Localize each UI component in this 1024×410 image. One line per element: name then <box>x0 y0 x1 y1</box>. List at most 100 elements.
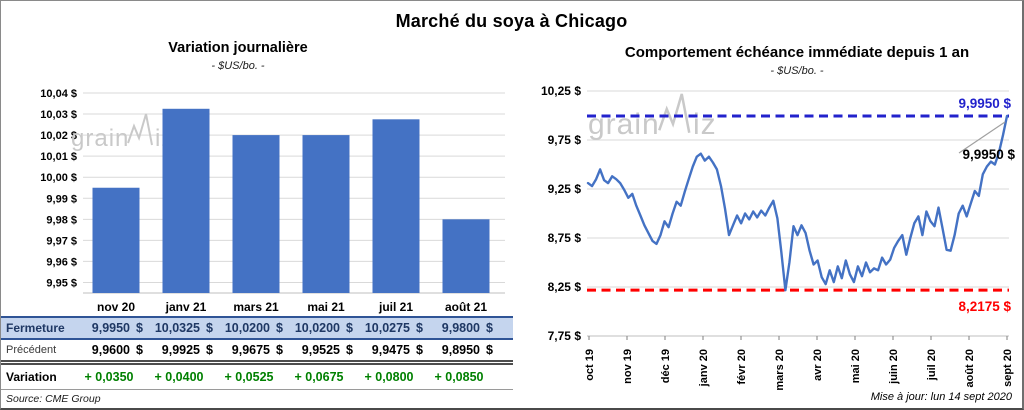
y-axis-label: 10,04 $ <box>40 88 77 100</box>
price-cell: 9,9675 $ <box>221 343 291 357</box>
y-axis-label: 10,00 $ <box>40 172 77 184</box>
table-row-variation: Variation + 0,0350 + 0,0400 + 0,0525 + 0,067… <box>1 365 513 390</box>
bar-mai-21 <box>302 135 350 293</box>
price-cell: 9,9525 $ <box>291 343 361 357</box>
price-value: 10,0325 <box>154 321 200 335</box>
price-cell: 9,9800 $ <box>431 321 501 335</box>
currency-symbol: $ <box>206 343 213 357</box>
currency-symbol: $ <box>486 321 493 335</box>
y-axis-label: 9,96 $ <box>46 256 77 268</box>
price-table: nov 20 janv 21 mars 21 mai 21 juil 21 août 21… <box>1 297 513 390</box>
x-axis-label: déc 19 <box>660 349 672 383</box>
price-cell: 10,0200 $ <box>291 321 361 335</box>
bar-juil-21 <box>372 119 420 293</box>
variation-cell: + 0,0525 <box>224 370 274 384</box>
line-chart-subtitle: - $US/bo. - <box>770 65 824 77</box>
x-axis-label: janv 20 <box>698 349 710 387</box>
bar-chart-subtitle: - $US/bo. - <box>211 60 265 72</box>
currency-symbol: $ <box>276 343 283 357</box>
price-value: 9,9925 <box>161 343 200 357</box>
y-axis-label: 9,95 $ <box>46 277 77 289</box>
currency-symbol: $ <box>136 321 143 335</box>
line-chart: 10,25 $ 9,75 $ 9,25 $ 8,75 $ 8,25 $ 7,75 $ gra… <box>541 84 1016 391</box>
y-axis-label: 8,75 $ <box>548 231 582 245</box>
variation-cell: + 0,0400 <box>154 370 204 384</box>
column-header: août 21 <box>444 299 487 314</box>
price-value: 10,0200 <box>224 321 270 335</box>
price-value: 9,9600 <box>91 343 130 357</box>
column-header: juil 21 <box>378 299 413 314</box>
price-value: 10,0200 <box>294 321 340 335</box>
price-cell: 9,9950 $ <box>81 321 151 335</box>
y-axis-label: 10,25 $ <box>541 84 581 98</box>
y-axis-label: 10,01 $ <box>40 151 77 163</box>
y-axis-label: 8,25 $ <box>548 280 582 294</box>
grainwiz-watermark: grain <box>71 125 129 152</box>
y-axis-label: 9,99 $ <box>46 193 77 205</box>
bar-mars-21 <box>232 135 280 293</box>
x-axis-label: avr 20 <box>812 349 824 381</box>
price-value: 9,9525 <box>301 343 340 357</box>
price-cell: 10,0200 $ <box>221 321 291 335</box>
price-cell: 9,8950 $ <box>431 343 501 357</box>
variation-cell: + 0,0675 <box>294 370 344 384</box>
row-label: Précédent <box>6 344 57 356</box>
min-line-label: 8,2175 $ <box>958 299 1011 314</box>
price-value: 9,9475 <box>371 343 410 357</box>
y-axis-label: 7,75 $ <box>548 329 582 343</box>
currency-symbol: $ <box>416 343 423 357</box>
line-chart-title: Comportement échéance immédiate depuis 1… <box>624 44 970 61</box>
variation-cell: + 0,0350 <box>84 370 134 384</box>
source-note: Source: CME Group <box>6 393 101 405</box>
y-axis-label: 10,03 $ <box>40 109 77 121</box>
price-value: 9,8950 <box>441 343 480 357</box>
row-label: Fermeture <box>6 321 65 335</box>
column-header: mars 21 <box>233 299 279 314</box>
y-axis-label: 9,97 $ <box>46 235 77 247</box>
table-row-fermeture: Fermeture 9,9950 $10,0325 $10,0200 $10,0200 $… <box>1 316 513 340</box>
price-cell: 10,0325 $ <box>151 321 221 335</box>
price-cell: 10,0275 $ <box>361 321 431 335</box>
x-axis-label: févr 20 <box>736 349 748 384</box>
x-axis-label: août 20 <box>964 349 976 388</box>
x-axis-label: oct 19 <box>584 349 596 381</box>
currency-symbol: $ <box>276 321 283 335</box>
max-line-label: 9,9950 $ <box>958 96 1011 111</box>
price-value: 9,9950 <box>91 321 130 335</box>
bar-août-21 <box>442 219 490 293</box>
price-value: 9,9675 <box>231 343 270 357</box>
x-axis-label: juil 20 <box>926 349 938 381</box>
y-axis-label: 9,75 $ <box>548 133 582 147</box>
page-title: Marché du soya à Chicago <box>395 11 628 31</box>
bar-janv-21 <box>162 108 210 293</box>
currency-symbol: $ <box>136 343 143 357</box>
bar-chart-title: Variation journalière <box>168 40 308 56</box>
grainwiz-watermark-zigzag <box>658 93 691 133</box>
y-axis-label: 10,02 $ <box>40 130 77 142</box>
last-value-label: 9,9950 $ <box>962 147 1015 162</box>
y-axis-label: 9,25 $ <box>548 182 582 196</box>
x-axis-label: mars 20 <box>774 349 786 391</box>
currency-symbol: $ <box>416 321 423 335</box>
column-header: nov 20 <box>96 299 135 314</box>
x-axis-label: mai 20 <box>850 349 862 383</box>
y-axis-label: 9,98 $ <box>46 214 77 226</box>
currency-symbol: $ <box>346 343 353 357</box>
column-header: mai 21 <box>307 299 345 314</box>
price-cell: 9,9925 $ <box>151 343 221 357</box>
price-cell: 9,9600 $ <box>81 343 151 357</box>
table-header-row: nov 20 janv 21 mars 21 mai 21 juil 21 août 21 <box>1 297 513 316</box>
price-cell: 9,9475 $ <box>361 343 431 357</box>
table-row-précédent: Précédent 9,9600 $9,9925 $9,9675 $9,9525 $9,9… <box>1 340 513 365</box>
bar-chart: 10,04 $ 10,03 $ 10,02 $ 10,01 $ 10,00 $ 9,99 … <box>40 88 505 294</box>
grainwiz-watermark: grain <box>588 108 660 141</box>
x-axis-label: juin 20 <box>888 349 900 385</box>
row-label: Variation <box>6 370 57 384</box>
variation-cell: + 0,0850 <box>434 370 484 384</box>
bar-nov-20 <box>92 187 140 293</box>
grainwiz-watermark: iz <box>693 108 717 141</box>
x-axis-label: nov 19 <box>622 349 634 384</box>
variation-cell: + 0,0800 <box>364 370 414 384</box>
grainwiz-watermark-zigzag <box>127 113 153 146</box>
